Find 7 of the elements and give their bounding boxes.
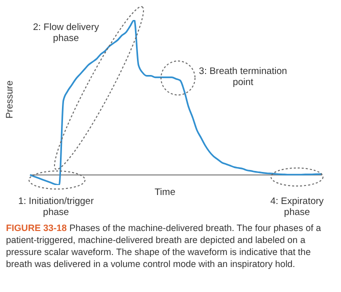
x-axis-title: Time <box>154 187 176 198</box>
text: 1: Initiation/trigger phase <box>17 196 95 218</box>
y-axis-title: Pressure <box>4 80 16 121</box>
caption: FIGURE 33-18 <box>6 223 67 233</box>
annotation: 2: Flow delivery phase <box>32 22 100 44</box>
annotation: 3: Breath termination point <box>198 66 288 88</box>
text: 4: Expiratory phase <box>269 196 325 218</box>
